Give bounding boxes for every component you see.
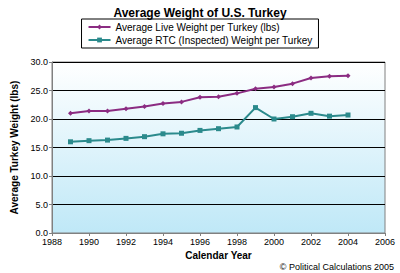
svg-text:1998: 1998 <box>227 237 247 247</box>
svg-text:5.0: 5.0 <box>35 200 48 210</box>
svg-text:20.0: 20.0 <box>30 114 48 124</box>
svg-text:Average RTC (Inspected) Weight: Average RTC (Inspected) Weight per Turke… <box>116 35 313 46</box>
svg-text:Average Live Weight per Turkey: Average Live Weight per Turkey (lbs) <box>116 22 280 33</box>
svg-text:2000: 2000 <box>264 237 284 247</box>
svg-text:Calendar Year: Calendar Year <box>185 250 252 261</box>
svg-text:0.0: 0.0 <box>35 228 48 238</box>
svg-text:25.0: 25.0 <box>30 86 48 96</box>
svg-text:15.0: 15.0 <box>30 143 48 153</box>
svg-text:© Political Calculations 2005: © Political Calculations 2005 <box>280 262 394 272</box>
svg-text:1996: 1996 <box>190 237 210 247</box>
svg-text:Average Weight of U.S. Turkey: Average Weight of U.S. Turkey <box>113 6 286 20</box>
svg-text:1988: 1988 <box>42 237 62 247</box>
svg-text:10.0: 10.0 <box>30 171 48 181</box>
svg-text:1994: 1994 <box>153 237 173 247</box>
svg-text:2006: 2006 <box>375 237 395 247</box>
svg-text:1990: 1990 <box>79 237 99 247</box>
svg-text:30.0: 30.0 <box>30 57 48 67</box>
svg-text:1992: 1992 <box>116 237 136 247</box>
svg-text:2002: 2002 <box>301 237 321 247</box>
svg-text:2004: 2004 <box>338 237 358 247</box>
svg-text:Average Turkey Weight (lbs): Average Turkey Weight (lbs) <box>9 81 20 215</box>
